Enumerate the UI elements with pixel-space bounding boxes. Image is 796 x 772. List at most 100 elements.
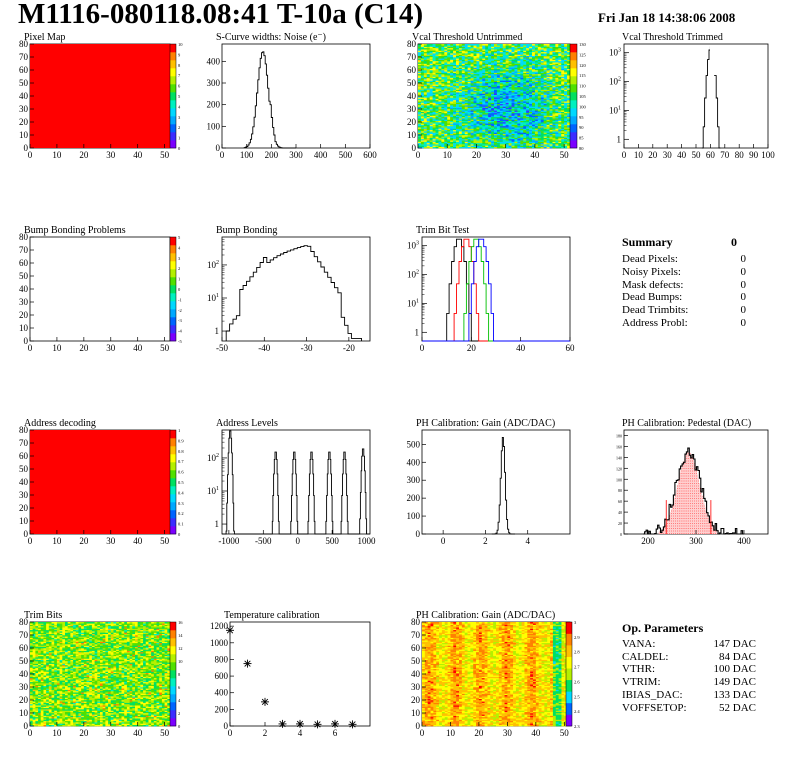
heatmap-cell <box>444 44 448 46</box>
heatmap-cell <box>499 66 504 68</box>
heatmap-cell <box>526 72 530 75</box>
heatmap-cell <box>567 77 571 80</box>
heatmap-cell <box>537 88 542 90</box>
heatmap-cell <box>496 81 501 84</box>
heatmap-cell <box>537 86 542 89</box>
heatmap-cell <box>549 119 553 121</box>
heatmap-cell <box>473 124 477 127</box>
heatmap-cell <box>423 67 428 69</box>
heatmap-cell <box>526 98 530 101</box>
heatmap-cell <box>464 51 468 54</box>
heatmap-cell <box>523 64 527 67</box>
heatmap-cell <box>470 88 474 90</box>
heatmap-cell <box>491 68 495 71</box>
x-tick-label: 100 <box>240 150 254 160</box>
heatmap-cell <box>461 102 466 105</box>
heatmap-cell <box>514 75 518 77</box>
heatmap-cell <box>508 98 512 101</box>
heatmap-cell <box>508 132 512 134</box>
heatmap-cell <box>420 59 425 62</box>
heatmap-cell <box>30 648 33 650</box>
heatmap-cell <box>526 92 530 94</box>
heatmap-cell <box>464 123 468 125</box>
heatmap-cell <box>558 131 562 133</box>
heatmap-cell <box>453 80 457 82</box>
heatmap-cell <box>476 90 480 93</box>
heatmap-cell <box>514 89 518 92</box>
heatmap-cell <box>529 45 533 47</box>
heatmap-cell <box>494 64 498 67</box>
heatmap-cell <box>467 120 471 123</box>
heatmap-cell <box>32 637 36 640</box>
heatmap-cell <box>532 88 536 90</box>
y-tick-label: 0 <box>620 532 622 537</box>
heatmap-cell <box>494 62 498 64</box>
heatmap-cell <box>526 76 530 79</box>
heatmap-cell <box>534 85 539 88</box>
heatmap-cell <box>567 96 571 98</box>
heatmap-cell <box>543 73 547 76</box>
heatmap-cell <box>511 88 515 90</box>
heatmap-cell <box>494 118 498 120</box>
heatmap-cell <box>30 651 33 654</box>
heatmap-cell <box>505 73 509 76</box>
heatmap-cell <box>537 110 542 112</box>
heatmap-cell <box>549 107 553 110</box>
heatmap-cell <box>514 59 518 62</box>
heatmap-cell <box>438 46 442 49</box>
heatmap-cell <box>508 63 512 66</box>
heatmap-cell <box>482 132 486 134</box>
heatmap-cell <box>32 629 36 632</box>
heatmap-cell <box>555 107 559 110</box>
heatmap-cell <box>467 44 471 46</box>
heatmap-cell <box>549 57 553 59</box>
heatmap-cell <box>456 93 460 95</box>
heatmap-cell <box>543 66 547 68</box>
heatmap-cell <box>470 89 474 92</box>
heatmap-cell <box>502 80 506 82</box>
heatmap-cell <box>426 109 430 111</box>
heatmap-cell <box>514 47 518 50</box>
heatmap-cell <box>523 105 527 107</box>
heatmap-cell <box>517 68 521 71</box>
heatmap-cell <box>564 50 568 53</box>
y-tick-label: 0 <box>412 143 417 153</box>
heatmap-cell <box>456 94 460 97</box>
heatmap-cell <box>540 71 544 73</box>
heatmap-cell <box>555 106 559 108</box>
heatmap-cell <box>429 70 433 72</box>
heatmap-cell <box>441 73 445 76</box>
heatmap-cell <box>552 110 556 112</box>
exponent: 3 <box>416 241 419 247</box>
heatmap-cell <box>511 99 515 102</box>
heatmap-cell <box>456 127 460 129</box>
heatmap-cell <box>32 703 36 706</box>
heatmap-cell <box>32 707 36 710</box>
heatmap-cell <box>505 66 509 68</box>
heatmap-cell <box>511 110 515 112</box>
heatmap-cell <box>450 44 454 46</box>
heatmap-cell <box>450 112 454 115</box>
heatmap-cell <box>517 67 521 69</box>
heatmap-cell <box>529 76 533 79</box>
heatmap-cell <box>479 75 483 77</box>
heatmap-cell <box>432 111 436 114</box>
heatmap-cell <box>485 141 489 144</box>
heatmap-cell <box>549 71 553 73</box>
heatmap-cell <box>30 689 33 692</box>
heatmap-cell <box>505 144 509 146</box>
heatmap-cell <box>429 112 433 115</box>
heatmap-cell <box>537 97 542 99</box>
heatmap-cell <box>523 141 527 144</box>
heatmap-cell <box>488 64 492 67</box>
histogram-line <box>225 245 362 341</box>
heatmap-cell <box>482 72 486 75</box>
heatmap-cell <box>423 68 428 71</box>
heatmap-cell <box>505 145 509 147</box>
heatmap-cell <box>567 76 571 79</box>
heatmap-cell <box>461 105 466 107</box>
heatmap-cell <box>458 116 463 119</box>
heatmap-cell <box>423 92 428 94</box>
heatmap-cell <box>35 644 39 646</box>
heatmap-cell <box>534 115 539 118</box>
